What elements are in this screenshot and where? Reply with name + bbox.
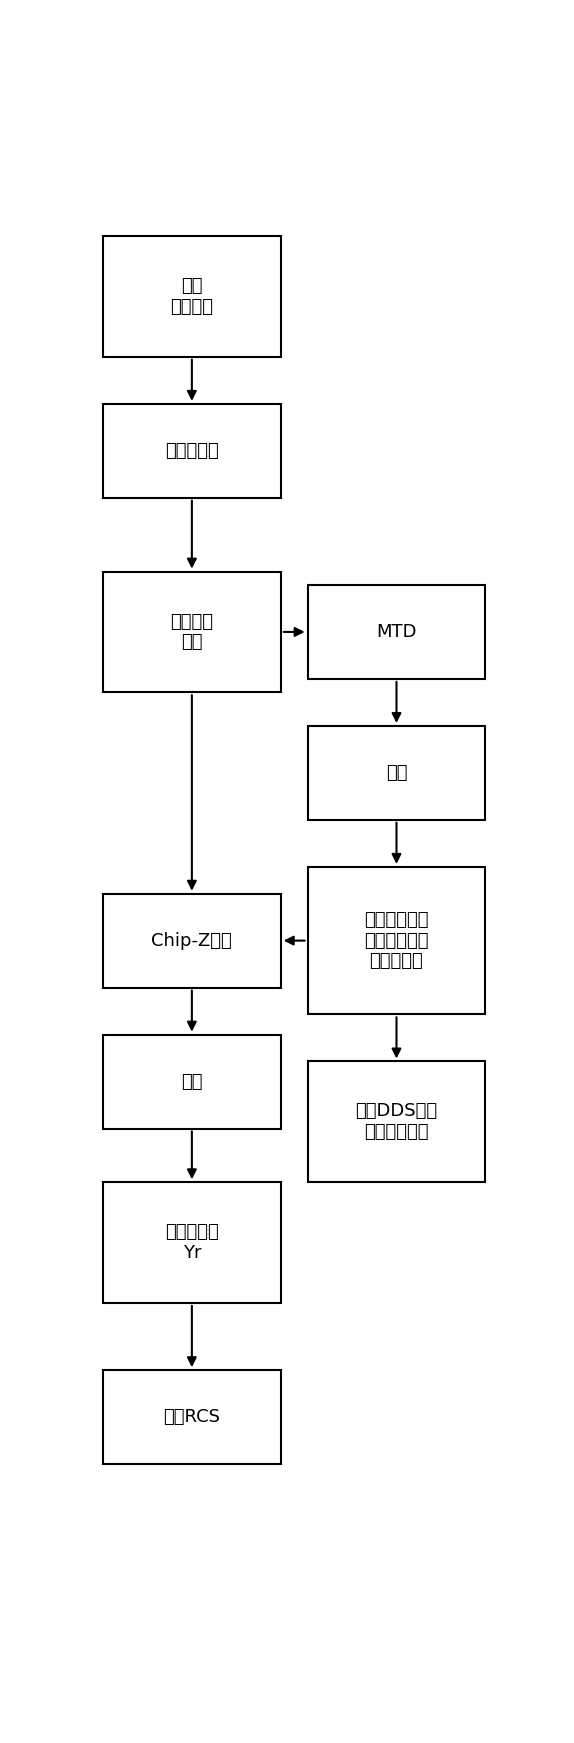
Bar — [103, 572, 281, 692]
Bar — [103, 894, 281, 988]
Bar — [308, 586, 486, 680]
Text: 计算RCS: 计算RCS — [164, 1408, 220, 1426]
Bar — [308, 1061, 486, 1182]
Text: 取模: 取模 — [181, 1072, 203, 1091]
Text: 取模: 取模 — [386, 763, 407, 783]
Text: MTD: MTD — [376, 622, 417, 641]
Text: 求最大幅值
Yr: 求最大幅值 Yr — [165, 1224, 219, 1262]
Text: 求最大幅值所
对应的脉冲重
复周期序号: 求最大幅值所 对应的脉冲重 复周期序号 — [364, 912, 429, 971]
Bar — [103, 1370, 281, 1464]
Bar — [103, 1035, 281, 1128]
Bar — [103, 404, 281, 498]
Text: 乒乓转置
缓存: 乒乓转置 缓存 — [170, 612, 214, 652]
Bar — [103, 235, 281, 357]
Text: 恒虚警检测: 恒虚警检测 — [165, 441, 219, 460]
Text: 频域
脉冲压缩: 频域 脉冲压缩 — [170, 277, 214, 315]
Bar — [103, 1182, 281, 1304]
Text: Chip-Z变换: Chip-Z变换 — [152, 931, 232, 950]
Bar — [308, 725, 486, 819]
Bar — [308, 866, 486, 1014]
Text: 计算DDS子模
块需要的参数: 计算DDS子模 块需要的参数 — [355, 1102, 437, 1142]
